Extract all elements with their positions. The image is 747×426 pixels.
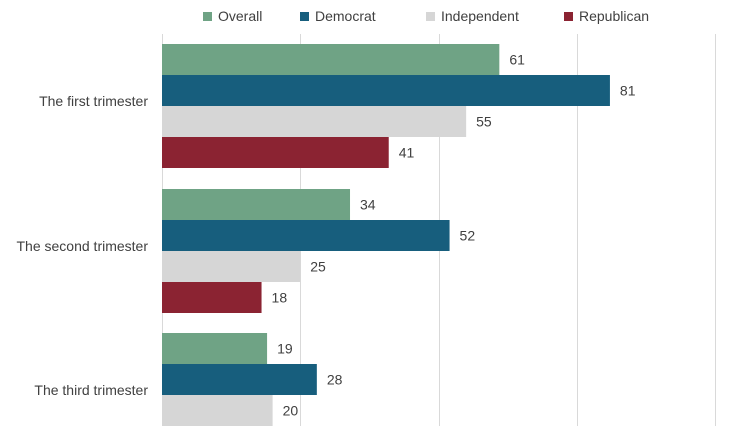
- value-label-democrat-3: 28: [327, 372, 343, 388]
- value-label-overall-1: 61: [509, 52, 525, 68]
- bar-republican-1: [162, 137, 389, 168]
- bar-democrat-2: [162, 220, 450, 251]
- legend: Overall Democrat Independent Republican: [0, 6, 747, 26]
- value-label-republican-2: 18: [272, 290, 288, 306]
- bar-independent-3: [162, 395, 273, 426]
- legend-item-independent: Independent: [426, 6, 519, 26]
- bar-independent-1: [162, 106, 467, 137]
- value-label-independent-2: 25: [310, 259, 326, 275]
- legend-swatch-republican: [564, 11, 573, 21]
- category-label-1: The first trimester: [39, 93, 148, 109]
- bar-independent-2: [162, 251, 301, 282]
- bar-overall-2: [162, 189, 351, 220]
- value-label-democrat-1: 81: [620, 83, 636, 99]
- legend-item-democrat: Democrat: [300, 6, 376, 26]
- bar-democrat-3: [162, 364, 317, 395]
- value-label-democrat-2: 52: [460, 228, 476, 244]
- value-label-independent-1: 55: [476, 114, 492, 130]
- legend-label-independent: Independent: [441, 8, 519, 24]
- bar-democrat-1: [162, 75, 610, 106]
- bar-overall-3: [162, 333, 268, 364]
- value-label-overall-2: 34: [360, 197, 376, 213]
- legend-swatch-democrat: [300, 11, 309, 21]
- bar-overall-1: [162, 44, 500, 75]
- value-label-independent-3: 20: [283, 403, 299, 419]
- legend-swatch-overall: [203, 11, 212, 21]
- category-label-3: The third trimester: [34, 382, 148, 398]
- value-label-republican-1: 41: [399, 145, 415, 161]
- category-label-2: The second trimester: [17, 238, 149, 254]
- legend-label-democrat: Democrat: [315, 8, 376, 24]
- legend-item-overall: Overall: [203, 6, 262, 26]
- legend-swatch-independent: [426, 11, 435, 21]
- legend-label-overall: Overall: [218, 8, 263, 24]
- bar-republican-2: [162, 282, 262, 313]
- value-label-overall-3: 19: [277, 341, 293, 357]
- legend-label-republican: Republican: [579, 8, 650, 24]
- legend-item-republican: Republican: [564, 6, 649, 26]
